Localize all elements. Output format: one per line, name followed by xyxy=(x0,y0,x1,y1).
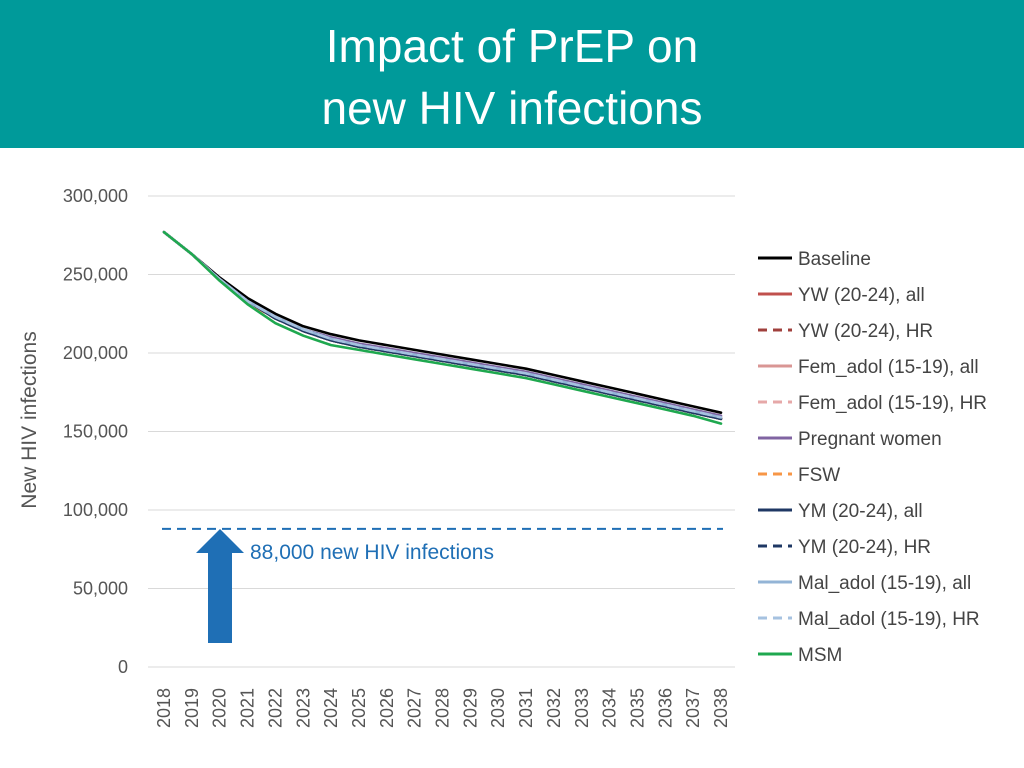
x-tick-label: 2031 xyxy=(516,688,536,728)
series-line-5 xyxy=(162,230,723,418)
x-tick-label: 2027 xyxy=(405,688,425,728)
legend-label: FSW xyxy=(798,465,840,486)
series-line-2 xyxy=(162,230,723,421)
series-line-3 xyxy=(162,230,723,419)
legend-label: YM (20-24), all xyxy=(798,501,923,522)
y-tick-label: 100,000 xyxy=(63,500,128,520)
series-line-10 xyxy=(162,230,723,419)
x-tick-label: 2026 xyxy=(377,688,397,728)
legend-label: Baseline xyxy=(798,249,871,270)
y-tick-label: 200,000 xyxy=(63,343,128,363)
legend-label: Mal_adol (15-19), all xyxy=(798,573,971,594)
series-line-1 xyxy=(162,230,723,421)
x-tick-label: 2025 xyxy=(349,688,369,728)
slide-title-line-1: Impact of PrEP on xyxy=(325,20,699,72)
x-tick-label: 2022 xyxy=(265,688,285,728)
series-line-7 xyxy=(162,230,723,421)
legend-label: YM (20-24), HR xyxy=(798,537,931,558)
y-tick-label: 0 xyxy=(118,657,128,677)
up-arrow-icon xyxy=(196,529,244,643)
x-tick-label: 2019 xyxy=(182,688,202,728)
reference-annotation: 88,000 new HIV infections xyxy=(250,541,494,564)
x-tick-label: 2038 xyxy=(711,688,731,728)
legend-label: YW (20-24), all xyxy=(798,285,925,306)
legend-label: Fem_adol (15-19), all xyxy=(798,357,979,378)
x-tick-label: 2032 xyxy=(544,688,564,728)
legend-label: YW (20-24), HR xyxy=(798,321,933,342)
y-tick-label: 300,000 xyxy=(63,186,128,206)
y-tick-label: 50,000 xyxy=(73,579,128,599)
x-tick-label: 2021 xyxy=(238,688,258,728)
x-tick-label: 2018 xyxy=(154,688,174,728)
series-line-6 xyxy=(162,230,723,421)
legend-label: Pregnant women xyxy=(798,429,942,450)
x-tick-label: 2020 xyxy=(210,688,230,728)
title-bar: Impact of PrEP on new HIV infections xyxy=(0,0,1024,148)
x-tick-label: 2036 xyxy=(655,688,675,728)
y-tick-label: 250,000 xyxy=(63,265,128,285)
series-line-0 xyxy=(162,230,723,415)
legend-label: Fem_adol (15-19), HR xyxy=(798,393,987,414)
y-axis-title: New HIV infections xyxy=(18,331,41,508)
slide-title-line-2: new HIV infections xyxy=(321,82,703,134)
x-tick-label: 2029 xyxy=(460,688,480,728)
series-line-9 xyxy=(162,230,723,419)
x-tick-label: 2034 xyxy=(600,688,620,728)
series-line-4 xyxy=(162,230,723,419)
y-tick-label: 150,000 xyxy=(63,422,128,442)
x-tick-label: 2030 xyxy=(488,688,508,728)
series-line-8 xyxy=(162,230,723,421)
x-tick-label: 2023 xyxy=(293,688,313,728)
x-tick-label: 2024 xyxy=(321,688,341,728)
x-tick-label: 2033 xyxy=(572,688,592,728)
legend-label: MSM xyxy=(798,645,842,666)
x-tick-label: 2028 xyxy=(433,688,453,728)
series-line-11 xyxy=(162,230,723,425)
legend-label: Mal_adol (15-19), HR xyxy=(798,609,980,630)
x-tick-label: 2037 xyxy=(683,688,703,728)
x-tick-label: 2035 xyxy=(627,688,647,728)
